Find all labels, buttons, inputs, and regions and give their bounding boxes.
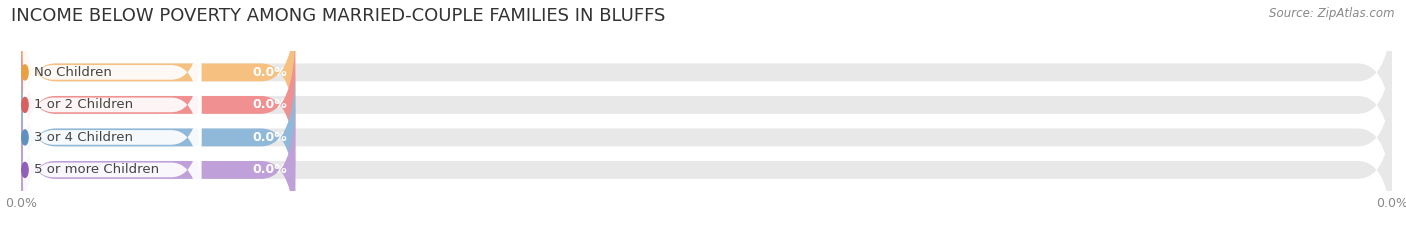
FancyBboxPatch shape	[21, 33, 1392, 177]
FancyBboxPatch shape	[21, 65, 1392, 210]
Circle shape	[21, 130, 28, 145]
Text: Source: ZipAtlas.com: Source: ZipAtlas.com	[1270, 7, 1395, 20]
FancyBboxPatch shape	[21, 0, 1392, 145]
Text: 0.0%: 0.0%	[252, 98, 287, 111]
FancyBboxPatch shape	[21, 65, 295, 210]
Text: 0.0%: 0.0%	[252, 163, 287, 176]
Text: 3 or 4 Children: 3 or 4 Children	[34, 131, 134, 144]
FancyBboxPatch shape	[22, 106, 201, 233]
Circle shape	[21, 97, 28, 112]
Text: No Children: No Children	[34, 66, 112, 79]
FancyBboxPatch shape	[21, 33, 295, 177]
Circle shape	[21, 162, 28, 178]
Text: 0.0%: 0.0%	[252, 131, 287, 144]
FancyBboxPatch shape	[22, 41, 201, 169]
FancyBboxPatch shape	[22, 73, 201, 202]
FancyBboxPatch shape	[21, 98, 295, 233]
Text: 0.0%: 0.0%	[252, 66, 287, 79]
Text: 5 or more Children: 5 or more Children	[34, 163, 159, 176]
FancyBboxPatch shape	[21, 0, 295, 145]
Text: 1 or 2 Children: 1 or 2 Children	[34, 98, 134, 111]
FancyBboxPatch shape	[21, 98, 1392, 233]
FancyBboxPatch shape	[22, 8, 201, 137]
Circle shape	[21, 65, 28, 80]
Text: INCOME BELOW POVERTY AMONG MARRIED-COUPLE FAMILIES IN BLUFFS: INCOME BELOW POVERTY AMONG MARRIED-COUPL…	[11, 7, 665, 25]
